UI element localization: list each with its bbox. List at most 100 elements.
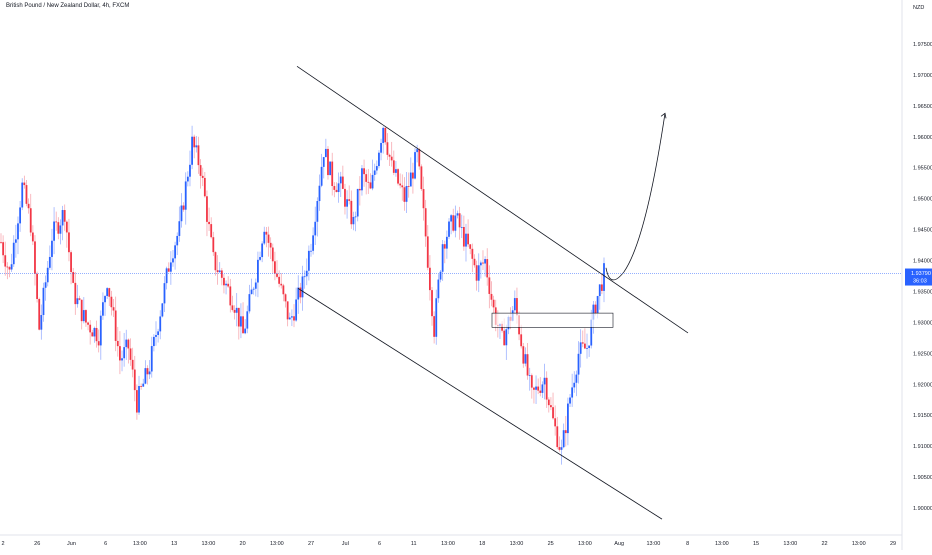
candle-up <box>329 161 332 176</box>
time-tick-label: 25 <box>548 541 554 547</box>
candle-down <box>0 241 2 243</box>
time-axis[interactable]: 2 26 Jun 6 13:00 13 13:00 20 13:00 27 Jul 6 11 13:00 1… <box>0 534 902 547</box>
candle-down <box>146 368 149 375</box>
candle-up <box>106 288 109 297</box>
price-tick-label: 1.93000 <box>913 320 932 326</box>
candle-down <box>87 322 89 325</box>
candle-up <box>448 221 450 237</box>
candle-down <box>520 334 523 347</box>
candle-down <box>386 142 389 155</box>
candle-down <box>341 176 344 189</box>
candle-down <box>227 283 230 287</box>
candle-up <box>82 310 85 322</box>
candle-down <box>486 259 489 278</box>
candle-down <box>6 266 9 268</box>
candle-down <box>331 161 334 187</box>
candle-down <box>80 299 83 322</box>
candle-down <box>206 196 208 222</box>
last-price-tag <box>905 268 932 286</box>
candle-down <box>594 304 597 314</box>
candle-down <box>276 273 278 277</box>
candle-down <box>119 346 121 361</box>
channel-lower-trendline[interactable] <box>297 288 663 520</box>
candle-down <box>280 283 283 286</box>
candle-up <box>592 304 595 320</box>
candle-down <box>114 310 117 341</box>
candle-up <box>395 169 397 173</box>
candle-up <box>248 294 251 312</box>
candle-down <box>407 185 410 187</box>
candle-up <box>259 257 261 260</box>
candle-up <box>144 368 147 384</box>
candle-down <box>199 165 202 176</box>
candle-down <box>422 189 425 209</box>
candle-down <box>503 330 506 346</box>
candle-up <box>307 250 310 271</box>
candle-up <box>310 250 312 252</box>
candle-up <box>254 282 257 289</box>
time-tick-label: 22 <box>821 541 827 547</box>
candle-up <box>150 346 153 372</box>
time-tick-label: 27 <box>308 541 314 547</box>
candle-up <box>380 142 382 153</box>
candle-up <box>337 183 340 193</box>
candle-up <box>184 181 187 210</box>
candle-up <box>174 245 177 259</box>
candle-down <box>293 316 295 321</box>
candle-down <box>458 213 461 228</box>
price-tick-label: 1.95000 <box>913 197 932 203</box>
candle-down <box>530 375 533 388</box>
axis-currency-label: NZD <box>913 5 924 11</box>
candle-up <box>93 327 96 337</box>
candle-up <box>573 382 576 388</box>
candle-up <box>186 176 189 182</box>
candle-down <box>564 430 567 434</box>
candle-down <box>140 386 143 387</box>
candle-down <box>431 290 433 317</box>
time-tick-label: 13:00 <box>715 541 729 547</box>
candle-down <box>267 234 270 243</box>
time-tick-label: 2 <box>1 541 4 547</box>
candle-down <box>418 149 421 167</box>
time-tick-label: Jul <box>342 541 349 547</box>
candle-down <box>36 273 38 299</box>
candle-down <box>91 332 94 337</box>
candle-down <box>369 182 372 189</box>
resistance-box[interactable] <box>491 312 614 328</box>
candle-down <box>167 268 170 272</box>
candle-up <box>477 265 480 281</box>
candle-up <box>409 172 412 187</box>
candle-up <box>125 339 128 348</box>
candle-down <box>269 242 272 248</box>
candle-up <box>189 164 191 177</box>
candle-up <box>235 307 238 313</box>
candle-up <box>301 276 304 298</box>
candle-down <box>68 232 70 253</box>
candle-down <box>344 188 346 207</box>
candle-down <box>490 293 493 300</box>
drawings-layer[interactable] <box>296 65 689 520</box>
channel-upper-trendline[interactable] <box>296 65 689 334</box>
candle-up <box>571 387 574 398</box>
candle-down <box>473 258 476 266</box>
price-tick-label: 1.90000 <box>913 506 932 512</box>
candle-down <box>522 346 525 364</box>
candle-down <box>399 183 402 186</box>
candle-down <box>233 309 236 313</box>
candle-down <box>31 232 34 242</box>
candle-up <box>17 223 19 240</box>
candle-up <box>352 216 355 225</box>
price-tick-label: 1.92500 <box>913 351 932 357</box>
candle-up <box>441 244 444 272</box>
time-tick-label: 13:00 <box>270 541 284 547</box>
candle-down <box>223 277 225 286</box>
time-tick-label: 13:00 <box>133 541 147 547</box>
candle-up <box>225 283 227 286</box>
candle-up <box>176 235 179 246</box>
candle-up <box>240 316 242 327</box>
candle-up <box>373 170 376 175</box>
projection-arrow-path[interactable] <box>605 113 666 281</box>
